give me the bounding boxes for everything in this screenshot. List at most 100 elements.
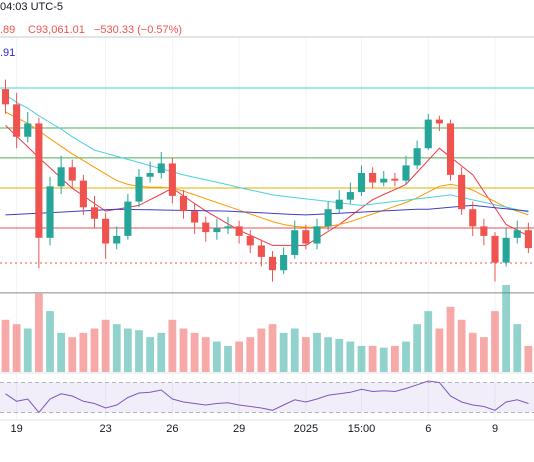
candle-body [413,148,421,166]
volume-bar [212,341,221,372]
header-change: −530.33 (−0.57%) [94,24,182,36]
volume-bar [457,319,466,372]
candle-body [435,119,443,124]
volume-bar [301,337,310,372]
volume-bar [90,328,99,372]
volume-bar [257,328,266,372]
volume-bar [502,285,511,372]
volume-bar [46,311,54,372]
moving-average [5,124,529,246]
volume-bar [390,345,399,372]
candle-body [335,199,343,210]
candle-body [13,104,21,137]
moving-average [5,94,529,213]
volume-bar [313,332,321,372]
volume-bar [524,345,533,372]
candle-body [458,174,466,210]
volume-bar [190,332,199,372]
candle-body [391,178,399,181]
candle-body [346,192,354,200]
candle-body [79,180,87,208]
volume-bar [335,338,344,372]
candle-body [257,245,265,257]
volume-bar [324,337,333,372]
volume-bar [446,306,455,372]
volume-bar [279,332,288,372]
candle-body [235,226,243,236]
candle-body [68,167,76,181]
candle-body [46,186,54,238]
header-ma: .91 [0,47,15,59]
candle-body [157,163,165,173]
volume-bar [368,345,377,372]
candle-body [491,235,499,263]
volume-bar [123,328,132,372]
volume-bar [357,345,366,372]
header-ohlc: .89 [0,24,15,36]
volume-bar [112,324,121,372]
candle-body [146,172,154,177]
header-close: C93,061.01 [28,24,85,36]
candle-body [191,211,199,223]
volume-bar [23,328,32,372]
candle-body [102,218,110,244]
moving-average [5,111,529,228]
volume-bar [12,324,21,372]
candle-body [291,230,299,255]
volume-bar [290,328,299,372]
volume-bar [346,341,355,372]
candle-body [524,230,532,249]
candle-body [402,165,410,181]
x-tick-label: 9 [492,423,498,435]
volume-bar [513,324,522,372]
candle-body [135,176,143,202]
x-tick-label: 19 [11,423,23,435]
candle-body [380,178,388,183]
volume-bar [402,341,410,372]
candle-body [24,123,32,137]
volume-bar [168,319,177,372]
x-tick-label: 2025 [294,423,318,435]
volume-bar [379,347,388,372]
volume-bar [435,328,444,372]
volume-bar [413,324,422,372]
x-tick-label: 26 [166,423,178,435]
candle-body [124,201,132,236]
volume-bar [235,341,244,372]
candle-body [246,235,254,246]
volume-bar [268,324,277,372]
volume-bar [101,319,110,372]
volume-bar [201,337,210,372]
volume-bar [68,337,77,372]
candle-body [1,89,10,105]
candle-body [202,222,210,233]
volume-bar [146,337,155,372]
volume-bar [1,319,10,372]
volume-bar [491,311,499,372]
volume-bar [179,328,188,372]
candle-body [513,230,521,238]
candle-body [35,123,43,238]
volume-bar [135,330,143,372]
rsi-line [5,380,529,414]
x-tick-label: 29 [233,423,245,435]
volume-bar [424,311,433,372]
candle-body [213,228,221,233]
x-tick-label: 15:00 [348,423,376,435]
candle-body [324,209,332,227]
volume-bar [57,332,66,372]
candle-body [224,226,232,229]
volume-bar [246,337,255,372]
rsi-band [0,382,534,413]
x-tick-label: 23 [100,423,112,435]
volume-bar [468,332,477,372]
x-tick-label: 6 [425,423,431,435]
candle-body [179,195,188,212]
candle-body [280,254,288,271]
candle-body [168,163,176,196]
candle-body [302,230,310,244]
candle-body [446,123,455,175]
candle-body [424,119,432,149]
volume-bar [224,345,232,372]
